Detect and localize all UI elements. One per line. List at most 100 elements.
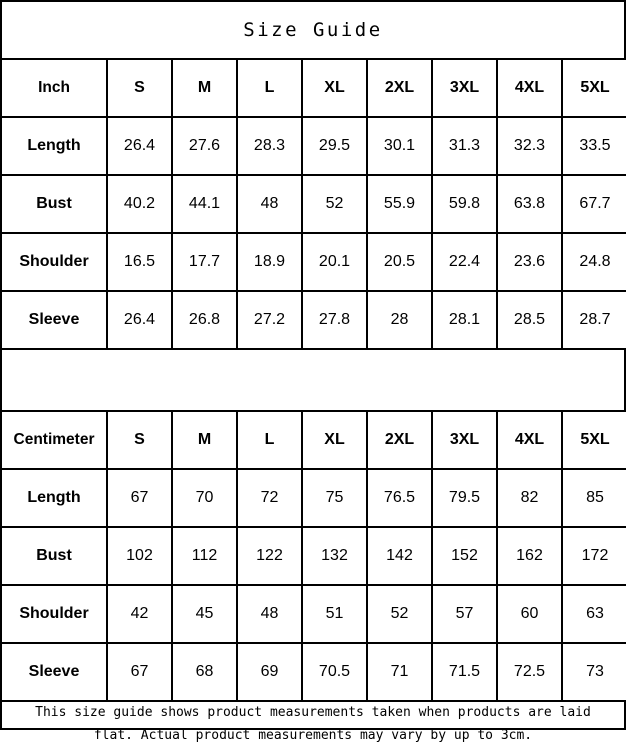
table-cell: 85 — [562, 469, 626, 528]
table-cell: 122 — [237, 527, 303, 586]
table-cell: 75 — [302, 469, 368, 528]
table-cell: 67 — [107, 469, 173, 528]
table-cell: 162 — [497, 527, 563, 586]
table-cell: 40.2 — [107, 175, 173, 234]
table-cell: 30.1 — [367, 117, 433, 176]
table-cell: 31.3 — [432, 117, 498, 176]
unit-header-centimeter: Centimeter — [2, 412, 108, 470]
table-cell: 27.6 — [172, 117, 238, 176]
table-row: Shoulder 42 45 48 51 52 57 60 63 — [2, 585, 626, 644]
row-label-bust: Bust — [2, 527, 108, 586]
size-header-l: L — [237, 412, 303, 470]
table-cell: 26.8 — [172, 291, 238, 350]
size-header-xl: XL — [302, 60, 368, 118]
table-cell: 63.8 — [497, 175, 563, 234]
size-header-xl: XL — [302, 412, 368, 470]
row-label-shoulder: Shoulder — [2, 585, 108, 644]
table-cell: 16.5 — [107, 233, 173, 292]
table-cell: 33.5 — [562, 117, 626, 176]
table-cell: 82 — [497, 469, 563, 528]
table-cell: 142 — [367, 527, 433, 586]
inch-table-block: Inch S M L XL 2XL 3XL 4XL 5XL Length 26.… — [2, 60, 626, 350]
table-cell: 102 — [107, 527, 173, 586]
size-header-3xl: 3XL — [432, 412, 498, 470]
page-title: Size Guide — [243, 19, 383, 41]
size-header-l: L — [237, 60, 303, 118]
size-header-5xl: 5XL — [562, 412, 626, 470]
table-cell: 51 — [302, 585, 368, 644]
row-label-length: Length — [2, 469, 108, 528]
size-header-5xl: 5XL — [562, 60, 626, 118]
table-cell: 28.3 — [237, 117, 303, 176]
table-cell: 42 — [107, 585, 173, 644]
table-cell: 112 — [172, 527, 238, 586]
centimeter-table-block: Centimeter S M L XL 2XL 3XL 4XL 5XL Leng… — [2, 412, 626, 702]
table-cell: 26.4 — [107, 291, 173, 350]
table-cell: 76.5 — [367, 469, 433, 528]
table-cell: 20.5 — [367, 233, 433, 292]
table-cell: 29.5 — [302, 117, 368, 176]
table-row: Sleeve 67 68 69 70.5 71 71.5 72.5 73 — [2, 643, 626, 702]
table-row: Bust 102 112 122 132 142 152 162 172 — [2, 527, 626, 586]
row-label-sleeve: Sleeve — [2, 643, 108, 702]
inch-measurement-table: Inch S M L XL 2XL 3XL 4XL 5XL Length 26.… — [2, 60, 626, 350]
table-cell: 28 — [367, 291, 433, 350]
table-cell: 28.7 — [562, 291, 626, 350]
table-cell: 152 — [432, 527, 498, 586]
table-row: Shoulder 16.5 17.7 18.9 20.1 20.5 22.4 2… — [2, 233, 626, 292]
table-cell: 73 — [562, 643, 626, 702]
size-guide-title-row: Size Guide — [2, 2, 624, 60]
table-cell: 45 — [172, 585, 238, 644]
table-cell: 28.1 — [432, 291, 498, 350]
row-label-shoulder: Shoulder — [2, 233, 108, 292]
table-cell: 70.5 — [302, 643, 368, 702]
table-cell: 18.9 — [237, 233, 303, 292]
table-row: Sleeve 26.4 26.8 27.2 27.8 28 28.1 28.5 … — [2, 291, 626, 350]
table-header-row: Inch S M L XL 2XL 3XL 4XL 5XL — [2, 60, 626, 118]
table-cell: 70 — [172, 469, 238, 528]
table-cell: 63 — [562, 585, 626, 644]
size-header-4xl: 4XL — [497, 412, 563, 470]
table-cell: 52 — [367, 585, 433, 644]
unit-header-inch: Inch — [2, 60, 108, 118]
table-cell: 67.7 — [562, 175, 626, 234]
row-label-bust: Bust — [2, 175, 108, 234]
table-cell: 69 — [237, 643, 303, 702]
table-cell: 27.2 — [237, 291, 303, 350]
table-cell: 32.3 — [497, 117, 563, 176]
table-cell: 20.1 — [302, 233, 368, 292]
footer-note-text: This size guide shows product measuremen… — [35, 705, 591, 743]
size-header-m: M — [172, 60, 238, 118]
table-cell: 26.4 — [107, 117, 173, 176]
table-cell: 71.5 — [432, 643, 498, 702]
table-row: Bust 40.2 44.1 48 52 55.9 59.8 63.8 67.7 — [2, 175, 626, 234]
table-cell: 23.6 — [497, 233, 563, 292]
table-cell: 60 — [497, 585, 563, 644]
table-row: Length 67 70 72 75 76.5 79.5 82 85 — [2, 469, 626, 528]
row-label-length: Length — [2, 117, 108, 176]
table-cell: 67 — [107, 643, 173, 702]
table-cell: 72.5 — [497, 643, 563, 702]
table-header-row: Centimeter S M L XL 2XL 3XL 4XL 5XL — [2, 412, 626, 470]
table-cell: 17.7 — [172, 233, 238, 292]
size-header-3xl: 3XL — [432, 60, 498, 118]
table-spacer-row — [2, 350, 624, 412]
centimeter-measurement-table: Centimeter S M L XL 2XL 3XL 4XL 5XL Leng… — [2, 412, 626, 702]
table-cell: 52 — [302, 175, 368, 234]
size-header-m: M — [172, 412, 238, 470]
table-cell: 132 — [302, 527, 368, 586]
table-row: Length 26.4 27.6 28.3 29.5 30.1 31.3 32.… — [2, 117, 626, 176]
table-cell: 27.8 — [302, 291, 368, 350]
table-cell: 79.5 — [432, 469, 498, 528]
size-header-4xl: 4XL — [497, 60, 563, 118]
table-cell: 71 — [367, 643, 433, 702]
size-header-s: S — [107, 60, 173, 118]
table-cell: 48 — [237, 585, 303, 644]
table-cell: 57 — [432, 585, 498, 644]
table-cell: 22.4 — [432, 233, 498, 292]
table-cell: 68 — [172, 643, 238, 702]
table-cell: 44.1 — [172, 175, 238, 234]
size-guide-footer-row: This size guide shows product measuremen… — [2, 702, 624, 748]
size-header-2xl: 2XL — [367, 412, 433, 470]
